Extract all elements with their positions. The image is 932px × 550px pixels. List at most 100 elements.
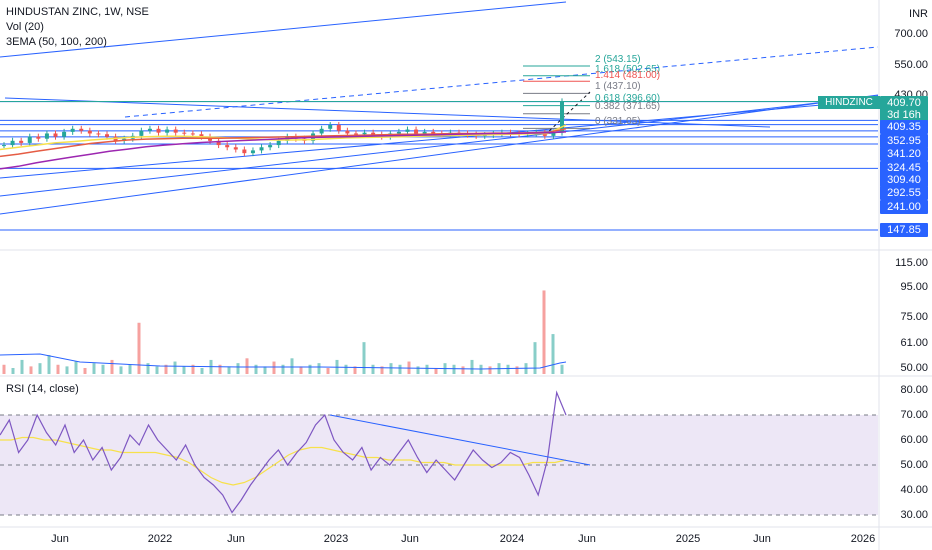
symbol-badge: HINDZINC	[818, 96, 880, 109]
candle-body	[27, 136, 32, 143]
candle-body	[173, 129, 178, 133]
rsi-legend[interactable]: RSI (14, close)	[6, 383, 79, 395]
volume-bar	[560, 364, 564, 374]
candle-body	[353, 133, 358, 135]
volume-pane	[0, 290, 567, 374]
candle-body	[156, 128, 161, 133]
time-label: Jun	[401, 533, 419, 545]
trendline	[124, 46, 879, 118]
level-label: 147.85	[880, 223, 928, 237]
volume-bar	[389, 363, 393, 374]
volume-bar	[290, 358, 294, 374]
level-label: 241.00	[880, 200, 928, 214]
time-label: 2022	[147, 533, 173, 545]
rsi-ma-line	[0, 436, 567, 486]
fib-label: 1 (437.10)	[595, 81, 641, 92]
candle-body	[396, 131, 401, 134]
volume-bar	[11, 368, 15, 374]
volume-bar	[200, 368, 204, 374]
candle-body	[165, 129, 170, 133]
volume-bar	[371, 364, 375, 374]
candle-body	[560, 101, 564, 133]
volume-bar	[218, 364, 222, 374]
volume-bar	[101, 364, 105, 374]
rsi-trendline	[329, 414, 591, 466]
time-label: Jun	[578, 533, 596, 545]
fib-label: 0 (331.05)	[595, 116, 641, 127]
candle-body	[216, 140, 221, 146]
candle-body	[551, 132, 556, 136]
trendline	[4, 97, 771, 128]
volume-bar	[272, 361, 276, 374]
candle-body	[44, 133, 49, 139]
volume-bar	[353, 366, 357, 374]
level-label: 409.35	[880, 120, 928, 134]
candle-body	[268, 145, 273, 148]
candle-body	[405, 129, 410, 132]
volume-tick: 115.00	[895, 257, 928, 269]
rsi-tick: 40.00	[900, 484, 928, 496]
time-label: 2025	[675, 533, 701, 545]
volume-bar	[164, 364, 168, 374]
last-price-badge: 409.70	[880, 96, 928, 110]
fib-label: 1.414 (481.00)	[595, 70, 661, 81]
price-tick: 700.00	[894, 28, 928, 40]
fib-label: 0.382 (371.65)	[595, 101, 661, 112]
volume-bar	[92, 363, 96, 374]
candle-body	[79, 128, 84, 131]
volume-tick: 61.00	[900, 337, 928, 349]
ema50-line	[0, 124, 567, 151]
candle-body	[336, 125, 341, 131]
time-label: 2023	[323, 533, 349, 545]
fib-anchor-line	[544, 91, 591, 136]
rsi-tick: 50.00	[900, 459, 928, 471]
candle-body	[96, 133, 101, 135]
volume-bar	[542, 290, 546, 374]
volume-bar	[263, 366, 267, 374]
level-label: 324.45	[880, 161, 928, 175]
volume-bar	[128, 364, 132, 374]
candle-body	[225, 145, 230, 148]
volume-bar	[551, 334, 555, 374]
rsi-line	[0, 390, 567, 514]
candle-body	[105, 134, 110, 137]
volume-bar	[65, 366, 69, 374]
candle-body	[328, 125, 333, 129]
candle-body	[10, 140, 15, 146]
candle-body	[250, 150, 255, 154]
ema100-line	[0, 128, 567, 158]
volume-bar	[452, 364, 456, 374]
volume-bar	[38, 363, 42, 374]
candle-body	[87, 130, 92, 134]
volume-bar	[137, 322, 141, 374]
volume-tick: 50.00	[900, 362, 928, 374]
volume-bar	[119, 366, 123, 374]
rsi-pane	[0, 390, 878, 516]
candle-body	[139, 130, 144, 136]
candle-body	[319, 128, 324, 134]
volume-bar	[506, 364, 510, 374]
ema-legend[interactable]: 3EMA (50, 100, 200)	[6, 36, 107, 48]
volume-bar	[173, 361, 177, 374]
volume-bar	[434, 368, 438, 374]
volume-bar	[425, 364, 429, 374]
volume-bar	[2, 364, 6, 374]
currency-label: INR	[909, 8, 928, 20]
volume-bar	[533, 342, 537, 374]
volume-bar	[416, 366, 420, 374]
level-label: 292.55	[880, 186, 928, 200]
candle-body	[182, 132, 187, 134]
symbol-title[interactable]: HINDUSTAN ZINC, 1W, NSE	[6, 6, 149, 18]
time-label: Jun	[753, 533, 771, 545]
candle-body	[276, 140, 281, 146]
volume-bar	[191, 364, 195, 374]
trendline	[0, 99, 879, 179]
candle-body	[36, 136, 41, 139]
candle-body	[422, 131, 427, 134]
volume-ma-line	[0, 353, 567, 370]
trendline	[0, 1, 567, 58]
volume-legend[interactable]: Vol (20)	[6, 21, 44, 33]
volume-bar	[236, 363, 240, 374]
